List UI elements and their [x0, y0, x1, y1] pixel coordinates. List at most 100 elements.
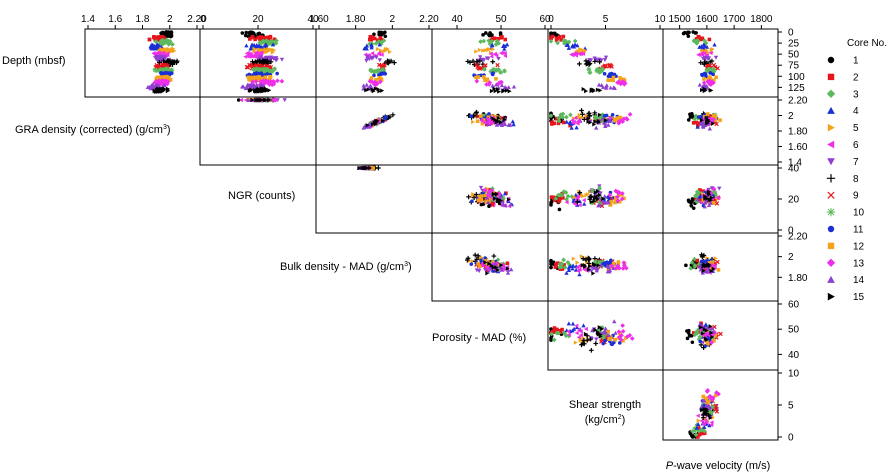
right-tick-label: 125: [788, 83, 805, 94]
data-point-core-8: [577, 61, 582, 67]
data-point-core-4: [704, 44, 710, 49]
right-tick-label: 25: [788, 39, 800, 50]
data-point-core-11: [610, 112, 615, 117]
right-tick-label: 40: [788, 164, 800, 175]
data-point-core-8: [475, 253, 481, 259]
data-point-core-2: [691, 121, 696, 125]
data-point-core-13: [707, 78, 713, 84]
data-point-core-2: [697, 432, 702, 437]
data-point-core-15: [493, 117, 498, 123]
data-point-core-4: [570, 263, 576, 268]
data-point-core-15: [505, 266, 510, 271]
right-tick-label: 75: [788, 61, 800, 72]
data-point-core-4: [568, 263, 573, 268]
data-point-core-7: [377, 58, 382, 63]
data-point-core-12: [618, 76, 622, 80]
data-point-core-7: [481, 58, 487, 63]
data-point-core-4: [490, 42, 495, 47]
data-point-core-13: [479, 118, 485, 123]
data-point-core-15: [161, 87, 167, 92]
label-ngr: NGR (counts): [228, 190, 295, 202]
top-tick-label: 5: [603, 14, 609, 25]
data-point-core-14: [502, 122, 508, 127]
data-point-core-5: [485, 47, 490, 53]
legend-label: 10: [853, 208, 865, 219]
data-point-core-7: [374, 55, 379, 60]
data-point-core-11: [382, 71, 386, 76]
data-point-core-13: [482, 120, 488, 125]
data-point-core-3: [561, 257, 566, 263]
legend-marker-1: [827, 56, 835, 64]
data-point-core-12: [476, 198, 481, 203]
data-point-core-14: [612, 319, 617, 324]
data-point-core-14: [612, 86, 617, 90]
data-point-core-4: [564, 43, 569, 48]
data-point-core-11: [617, 341, 622, 345]
data-point-core-3: [496, 40, 502, 46]
data-point-core-11: [601, 341, 605, 346]
data-point-core-12: [485, 78, 490, 83]
data-point-core-7: [478, 55, 483, 60]
data-point-core-14: [603, 124, 608, 129]
data-point-core-15: [595, 189, 600, 194]
data-point-core-7: [598, 191, 603, 196]
data-point-core-12: [713, 114, 718, 118]
data-point-core-1: [682, 30, 687, 35]
data-point-core-6: [569, 52, 574, 57]
data-point-core-2: [258, 37, 262, 41]
data-point-core-14: [503, 203, 508, 208]
legend-item-9: 9: [827, 191, 859, 202]
data-point-core-13: [705, 331, 711, 336]
data-point-core-1: [690, 111, 694, 116]
panel-frame: [431, 96, 549, 166]
data-point-core-6: [570, 118, 575, 123]
data-point-core-8: [592, 59, 598, 64]
data-point-core-1: [690, 340, 695, 345]
data-point-core-15: [250, 97, 255, 103]
data-point-core-13: [482, 187, 488, 193]
panel-porosity-vs-vp: [662, 300, 779, 371]
data-point-core-3: [381, 38, 387, 43]
right-tick-label: 2.20: [788, 96, 808, 107]
data-point-core-13: [486, 82, 492, 87]
data-point-core-15: [492, 86, 497, 91]
data-point-core-5: [471, 119, 476, 125]
data-point-core-11: [608, 72, 612, 76]
data-point-core-12: [257, 75, 261, 80]
data-point-core-5: [171, 46, 176, 52]
data-point-core-12: [248, 76, 252, 81]
data-point-core-8: [473, 192, 479, 197]
data-point-core-3: [557, 261, 563, 267]
legend-marker-5: [827, 123, 835, 132]
right-tick-label: 0: [788, 226, 794, 237]
data-point-core-3: [696, 190, 701, 195]
data-point-core-3: [486, 38, 492, 44]
data-point-core-5: [709, 47, 714, 52]
data-point-core-6: [573, 202, 577, 207]
data-point-core-11: [609, 342, 614, 346]
panel-depth-vs-vp: [662, 28, 779, 98]
top-tick-label: 50: [495, 14, 507, 25]
data-point-core-13: [250, 79, 255, 85]
data-point-core-10: [587, 70, 593, 75]
data-point-core-4: [566, 267, 572, 272]
data-point-core-7: [258, 55, 263, 60]
data-point-core-14: [505, 267, 511, 272]
data-point-core-15: [701, 268, 706, 273]
data-point-core-1: [240, 31, 245, 35]
data-point-core-15: [699, 325, 704, 330]
data-point-core-12: [611, 261, 616, 266]
data-point-core-6: [502, 50, 507, 56]
data-point-core-6: [577, 118, 582, 123]
data-point-core-10: [594, 67, 600, 73]
data-point-core-4: [702, 424, 707, 429]
data-point-core-5: [166, 48, 172, 53]
data-point-core-2: [557, 35, 562, 39]
data-point-core-1: [379, 30, 384, 35]
data-point-core-15: [597, 112, 602, 118]
data-point-core-10: [600, 118, 606, 124]
data-point-core-15: [360, 165, 365, 171]
legend-item-5: 5: [827, 123, 859, 134]
data-point-core-8: [464, 257, 470, 263]
data-point-core-4: [491, 268, 496, 273]
